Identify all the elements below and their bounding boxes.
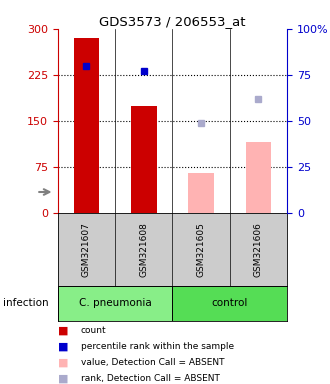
Bar: [188, 173, 214, 213]
Text: GSM321607: GSM321607: [82, 222, 91, 277]
Text: infection: infection: [3, 298, 49, 308]
Text: percentile rank within the sample: percentile rank within the sample: [81, 342, 234, 351]
Text: value, Detection Call = ABSENT: value, Detection Call = ABSENT: [81, 358, 224, 367]
Text: ■: ■: [58, 341, 68, 351]
Bar: [74, 38, 99, 213]
Text: count: count: [81, 326, 107, 335]
Text: GSM321606: GSM321606: [254, 222, 263, 277]
Text: ■: ■: [58, 358, 68, 367]
Text: ■: ■: [58, 374, 68, 384]
Text: GSM321605: GSM321605: [197, 222, 206, 277]
Text: control: control: [212, 298, 248, 308]
Text: C. pneumonia: C. pneumonia: [79, 298, 151, 308]
Bar: [173, 286, 287, 321]
Bar: [58, 286, 173, 321]
Text: rank, Detection Call = ABSENT: rank, Detection Call = ABSENT: [81, 374, 220, 383]
Bar: [131, 106, 157, 213]
Title: GDS3573 / 206553_at: GDS3573 / 206553_at: [99, 15, 246, 28]
Bar: [246, 142, 271, 213]
Text: GSM321608: GSM321608: [139, 222, 148, 277]
Text: ■: ■: [58, 325, 68, 335]
